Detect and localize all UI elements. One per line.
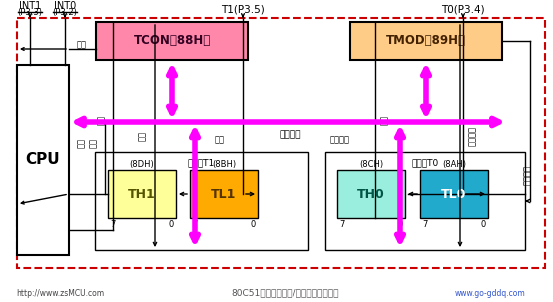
Bar — [420, 170, 488, 218]
Text: TMOD（89H）: TMOD（89H） — [386, 34, 466, 47]
Bar — [96, 22, 248, 60]
Text: T1(P3.5): T1(P3.5) — [221, 4, 265, 14]
Text: 溢出: 溢出 — [97, 115, 106, 125]
Text: 溢出: 溢出 — [76, 138, 86, 148]
Text: 内部总线: 内部总线 — [279, 130, 301, 139]
Text: CPU: CPU — [25, 153, 60, 168]
Text: 工作方式: 工作方式 — [468, 126, 477, 146]
Text: 中断: 中断 — [77, 40, 87, 50]
Text: 定时器T0: 定时器T0 — [411, 158, 439, 167]
Text: T0(P3.4): T0(P3.4) — [441, 4, 485, 14]
Bar — [95, 152, 308, 250]
Text: 80C51单片机定时器/计数器结构原理图: 80C51单片机定时器/计数器结构原理图 — [231, 288, 339, 297]
Text: TH0: TH0 — [357, 188, 385, 201]
Text: TL0: TL0 — [441, 188, 467, 201]
Text: 0: 0 — [169, 220, 174, 229]
Bar — [337, 170, 405, 218]
Text: (P3.2): (P3.2) — [53, 8, 77, 18]
Text: 启动: 启动 — [88, 138, 97, 148]
Text: 定时器T1: 定时器T1 — [187, 158, 215, 167]
Text: TH1: TH1 — [128, 188, 156, 201]
Text: INT0: INT0 — [54, 1, 76, 11]
Bar — [17, 65, 69, 255]
Text: 7: 7 — [192, 220, 197, 229]
Text: (P3.3): (P3.3) — [18, 8, 43, 18]
Text: 0: 0 — [251, 220, 256, 229]
Text: (8BH): (8BH) — [212, 160, 236, 169]
Text: www.go-gddq.com: www.go-gddq.com — [455, 288, 525, 297]
Bar — [190, 170, 258, 218]
Bar — [325, 152, 525, 250]
Text: 7: 7 — [110, 220, 116, 229]
Text: 0: 0 — [481, 220, 486, 229]
Text: 启动: 启动 — [138, 131, 147, 141]
Text: 7: 7 — [339, 220, 345, 229]
Bar — [350, 22, 502, 60]
Text: 工作方式: 工作方式 — [523, 165, 531, 185]
Text: (8DH): (8DH) — [129, 160, 154, 169]
Text: 溢出: 溢出 — [380, 115, 389, 125]
Text: TCON（88H）: TCON（88H） — [133, 34, 211, 47]
Text: INT1: INT1 — [19, 1, 41, 11]
Text: TL1: TL1 — [211, 188, 237, 201]
Text: (8AH): (8AH) — [442, 160, 466, 169]
Text: 工作方式: 工作方式 — [330, 136, 350, 144]
Text: (8CH): (8CH) — [359, 160, 383, 169]
Text: 0: 0 — [398, 220, 403, 229]
Bar — [108, 170, 176, 218]
Text: 7: 7 — [422, 220, 427, 229]
Text: http://www.zsMCU.com: http://www.zsMCU.com — [16, 288, 104, 297]
Text: 溢出: 溢出 — [215, 136, 225, 144]
